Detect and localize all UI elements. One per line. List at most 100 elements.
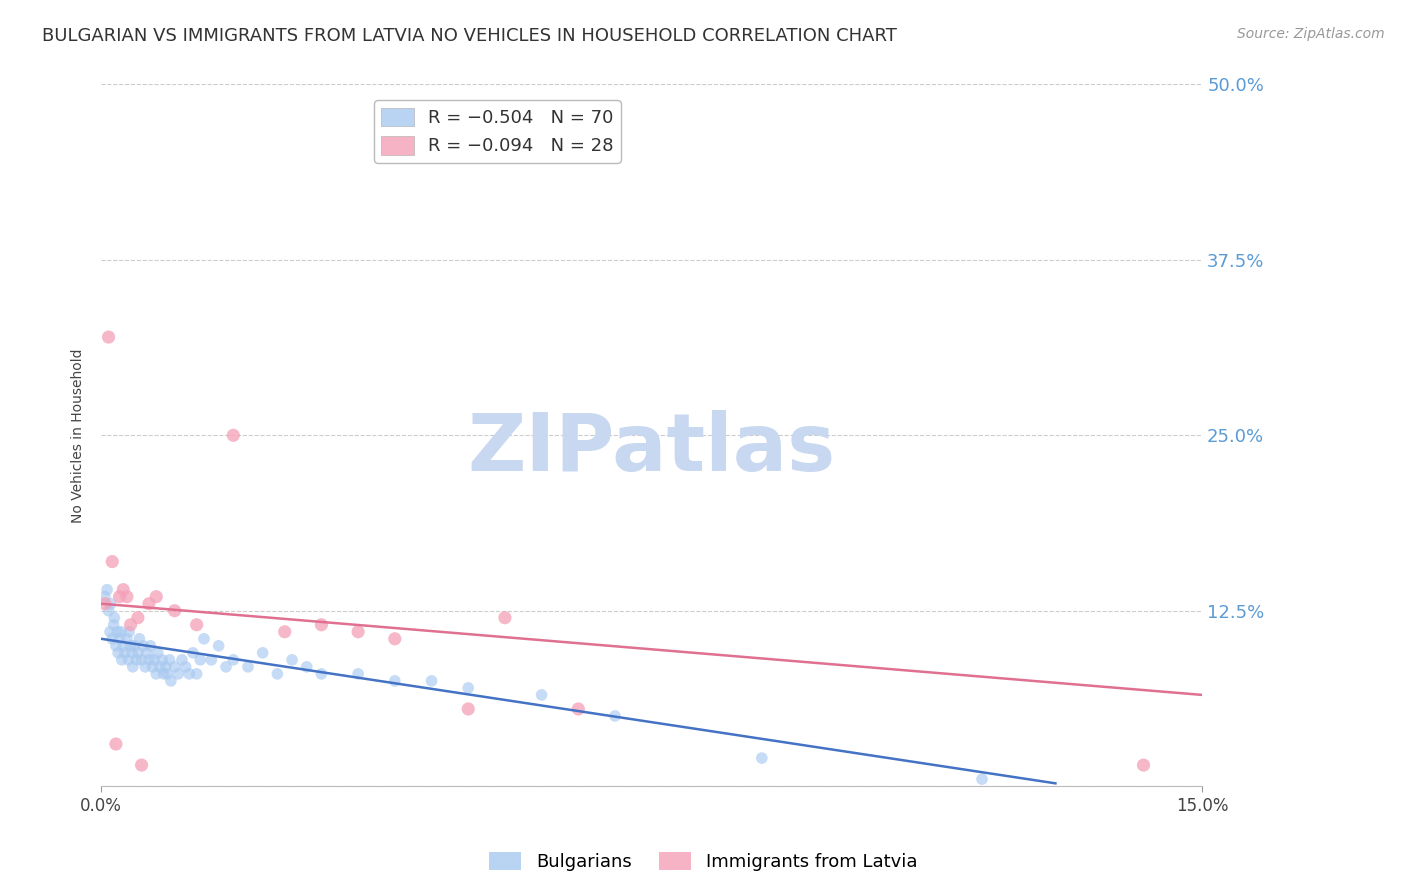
Point [347, 624, 370, 639]
Point [120, 617, 142, 632]
Point [266, 666, 288, 681]
Point [186, 666, 208, 681]
Point [751, 751, 773, 765]
Point [193, 632, 215, 646]
Point [131, 653, 153, 667]
Text: BULGARIAN VS IMMIGRANTS FROM LATVIA NO VEHICLES IN HOUSEHOLD CORRELATION CHART: BULGARIAN VS IMMIGRANTS FROM LATVIA NO V… [42, 27, 897, 45]
Point [115, 590, 138, 604]
Point [105, 624, 128, 639]
Point [104, 737, 127, 751]
Point [127, 611, 149, 625]
Y-axis label: No Vehicles in Household: No Vehicles in Household [72, 348, 86, 523]
Point [108, 590, 131, 604]
Point [104, 639, 127, 653]
Point [94, 597, 117, 611]
Point [100, 597, 122, 611]
Point [236, 660, 259, 674]
Point [295, 660, 318, 674]
Point [101, 632, 124, 646]
Point [215, 660, 238, 674]
Point [174, 660, 197, 674]
Point [101, 555, 124, 569]
Point [97, 604, 120, 618]
Point [311, 666, 333, 681]
Point [155, 660, 177, 674]
Point [970, 772, 993, 786]
Point [107, 646, 129, 660]
Point [188, 653, 211, 667]
Point [163, 660, 186, 674]
Point [142, 660, 165, 674]
Point [603, 709, 626, 723]
Point [110, 624, 132, 639]
Point [134, 660, 156, 674]
Point [252, 646, 274, 660]
Point [170, 653, 193, 667]
Point [114, 646, 136, 660]
Point [457, 702, 479, 716]
Point [108, 632, 131, 646]
Text: ZIPatlas: ZIPatlas [468, 410, 835, 488]
Point [530, 688, 553, 702]
Point [208, 639, 231, 653]
Point [128, 632, 150, 646]
Point [145, 666, 167, 681]
Point [273, 624, 295, 639]
Point [1132, 758, 1154, 772]
Point [494, 611, 516, 625]
Point [135, 646, 157, 660]
Point [167, 666, 190, 681]
Text: Source: ZipAtlas.com: Source: ZipAtlas.com [1237, 27, 1385, 41]
Point [152, 666, 174, 681]
Point [122, 639, 145, 653]
Point [111, 653, 134, 667]
Legend: Bulgarians, Immigrants from Latvia: Bulgarians, Immigrants from Latvia [482, 845, 924, 879]
Legend: R = −0.504   N = 70, R = −0.094   N = 28: R = −0.504 N = 70, R = −0.094 N = 28 [374, 101, 621, 162]
Point [145, 590, 167, 604]
Point [143, 653, 166, 667]
Point [186, 617, 208, 632]
Point [103, 611, 125, 625]
Point [420, 673, 443, 688]
Point [121, 660, 143, 674]
Point [150, 653, 173, 667]
Point [457, 681, 479, 695]
Point [222, 653, 245, 667]
Point [160, 673, 183, 688]
Point [118, 624, 141, 639]
Point [181, 646, 204, 660]
Point [384, 673, 406, 688]
Point [112, 639, 135, 653]
Point [115, 632, 138, 646]
Point [138, 597, 160, 611]
Point [156, 666, 179, 681]
Point [146, 646, 169, 660]
Point [138, 653, 160, 667]
Point [281, 653, 304, 667]
Point [222, 428, 245, 442]
Point [112, 582, 135, 597]
Point [117, 653, 139, 667]
Point [98, 624, 121, 639]
Point [120, 639, 142, 653]
Point [149, 660, 172, 674]
Point [420, 105, 443, 120]
Point [96, 582, 118, 597]
Point [131, 758, 153, 772]
Point [127, 646, 149, 660]
Point [97, 330, 120, 344]
Point [347, 666, 370, 681]
Point [384, 632, 406, 646]
Point [125, 653, 148, 667]
Point [179, 666, 201, 681]
Point [94, 590, 117, 604]
Point [121, 646, 143, 660]
Point [159, 653, 181, 667]
Point [200, 653, 222, 667]
Point [132, 639, 155, 653]
Point [567, 702, 589, 716]
Point [139, 639, 162, 653]
Point [311, 617, 333, 632]
Point [163, 604, 186, 618]
Point [103, 617, 125, 632]
